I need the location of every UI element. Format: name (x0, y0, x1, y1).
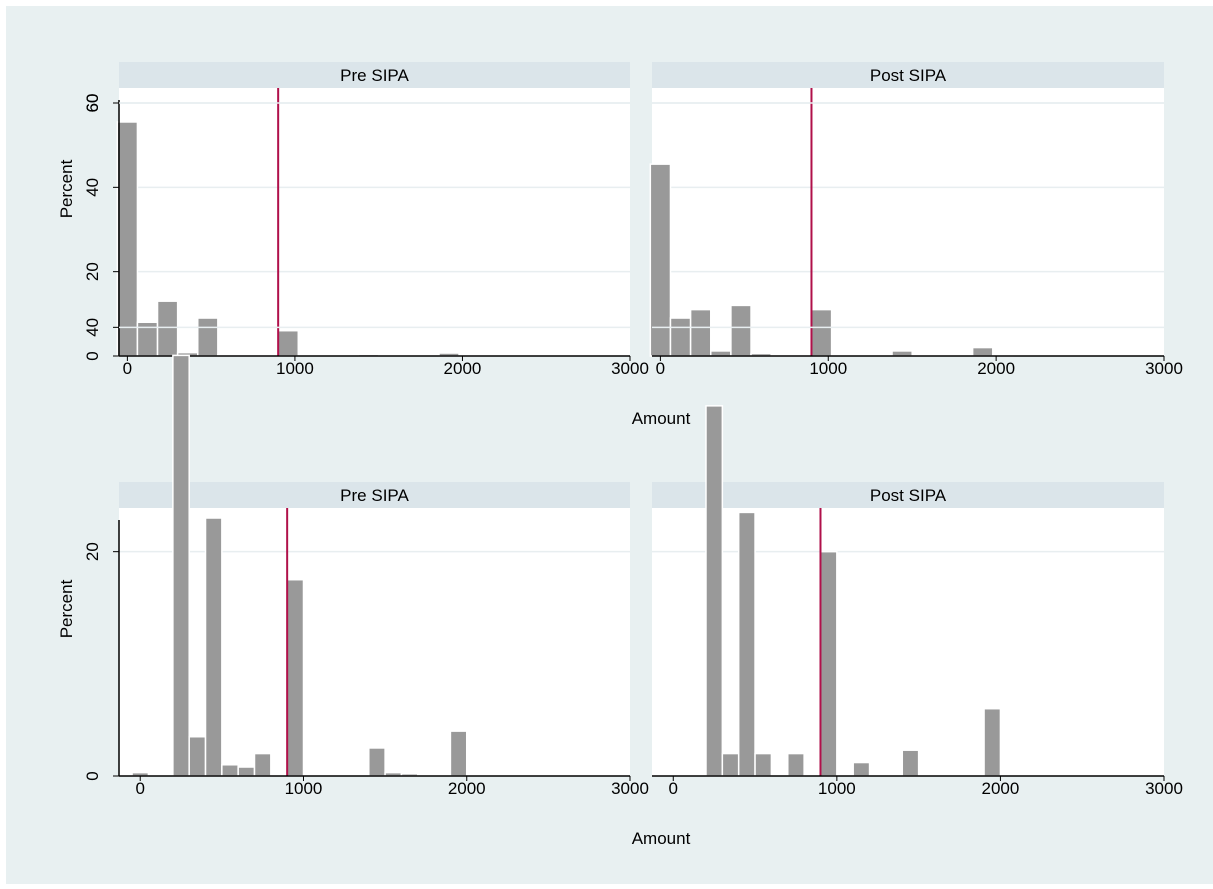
x-tick-label: 2000 (977, 359, 1015, 378)
x-tick-label: 2000 (448, 779, 486, 798)
histogram-bar (705, 405, 724, 777)
histogram-bar (237, 766, 256, 777)
histogram-bar (204, 517, 223, 777)
histogram-bar (710, 350, 732, 357)
panel-post-sipa: Post SIPA 0 1000 2000 3000 (652, 102, 1183, 798)
strip-label: Pre SIPA (340, 66, 409, 85)
histogram-bar (810, 308, 833, 357)
plot-area (119, 88, 630, 356)
plot-area (119, 508, 630, 776)
panel-pre-sipa: Pre SIPA 0 1000 2000 3000 (116, 62, 649, 378)
y-tick-label: 60 (83, 94, 102, 113)
histogram-bar (196, 317, 219, 357)
y-tick-label: 0 (83, 351, 102, 360)
histogram-bar (156, 300, 179, 357)
strip-label: Pre SIPA (340, 486, 409, 505)
x-tick-label: 0 (656, 359, 665, 378)
strip-header (652, 482, 1164, 508)
y-axis-title: Percent (57, 159, 76, 218)
histogram-bar (983, 707, 1002, 777)
chart-top: Pre SIPA 0 1000 2000 3000 Post SIPA 0 1000 2000 3… (57, 62, 1183, 428)
histogram-bar (188, 735, 207, 777)
histogram-bar (971, 346, 994, 357)
x-tick-label: 1000 (285, 779, 323, 798)
plot-area (652, 508, 1164, 776)
panel-pre-sipa: Pre SIPA 0 1000 2000 3000 (119, 102, 649, 798)
y-axis-title: Percent (57, 579, 76, 638)
y-tick-label: 20 (83, 542, 102, 561)
panel-post-sipa: Post SIPA 0 1000 2000 3000 (649, 62, 1183, 378)
histogram-bar (449, 730, 468, 777)
histogram-bar (253, 752, 272, 777)
histogram-bar (819, 550, 838, 777)
x-tick-label: 1000 (276, 359, 314, 378)
x-tick-label: 2000 (982, 779, 1020, 798)
histogram-bar (754, 752, 773, 777)
y-tick-label: 60 (83, 94, 102, 113)
plot-area (652, 88, 1164, 356)
x-tick-label: 3000 (1145, 359, 1183, 378)
strip-header (119, 482, 630, 508)
histogram-bar (730, 304, 752, 357)
histogram-bar (737, 511, 756, 777)
histogram-bar (721, 752, 740, 777)
strip-header (652, 62, 1164, 88)
y-tick-label: 0 (83, 771, 102, 780)
histogram-bar (221, 764, 239, 777)
histogram-bar (787, 752, 805, 777)
strip-label: Post SIPA (870, 486, 947, 505)
x-tick-label: 3000 (611, 359, 649, 378)
histogram-bar (116, 121, 139, 357)
x-tick-label: 0 (669, 779, 678, 798)
strip-header (119, 62, 630, 88)
histogram-bar (669, 317, 692, 357)
x-tick-label: 0 (135, 779, 144, 798)
histogram-bar (689, 308, 712, 357)
histogram-bar (286, 578, 305, 777)
x-axis-title: Amount (632, 409, 691, 428)
x-tick-label: 1000 (809, 359, 847, 378)
y-tick-label: 40 (83, 178, 102, 197)
y-tick-label: 40 (83, 318, 102, 337)
y-tick-label: 20 (83, 262, 102, 281)
histogram-bar (852, 761, 871, 777)
x-tick-label: 2000 (444, 359, 482, 378)
x-tick-label: 3000 (1145, 779, 1183, 798)
histogram-bar (172, 354, 190, 777)
x-tick-label: 0 (123, 359, 132, 378)
histogram-bar (277, 329, 300, 357)
x-tick-label: 1000 (818, 779, 856, 798)
histogram-bar (891, 350, 913, 357)
strip-label: Post SIPA (870, 66, 947, 85)
x-axis-title: Amount (632, 829, 691, 848)
histogram-bar (901, 749, 920, 777)
histogram-bar (368, 747, 386, 777)
x-tick-label: 3000 (611, 779, 649, 798)
